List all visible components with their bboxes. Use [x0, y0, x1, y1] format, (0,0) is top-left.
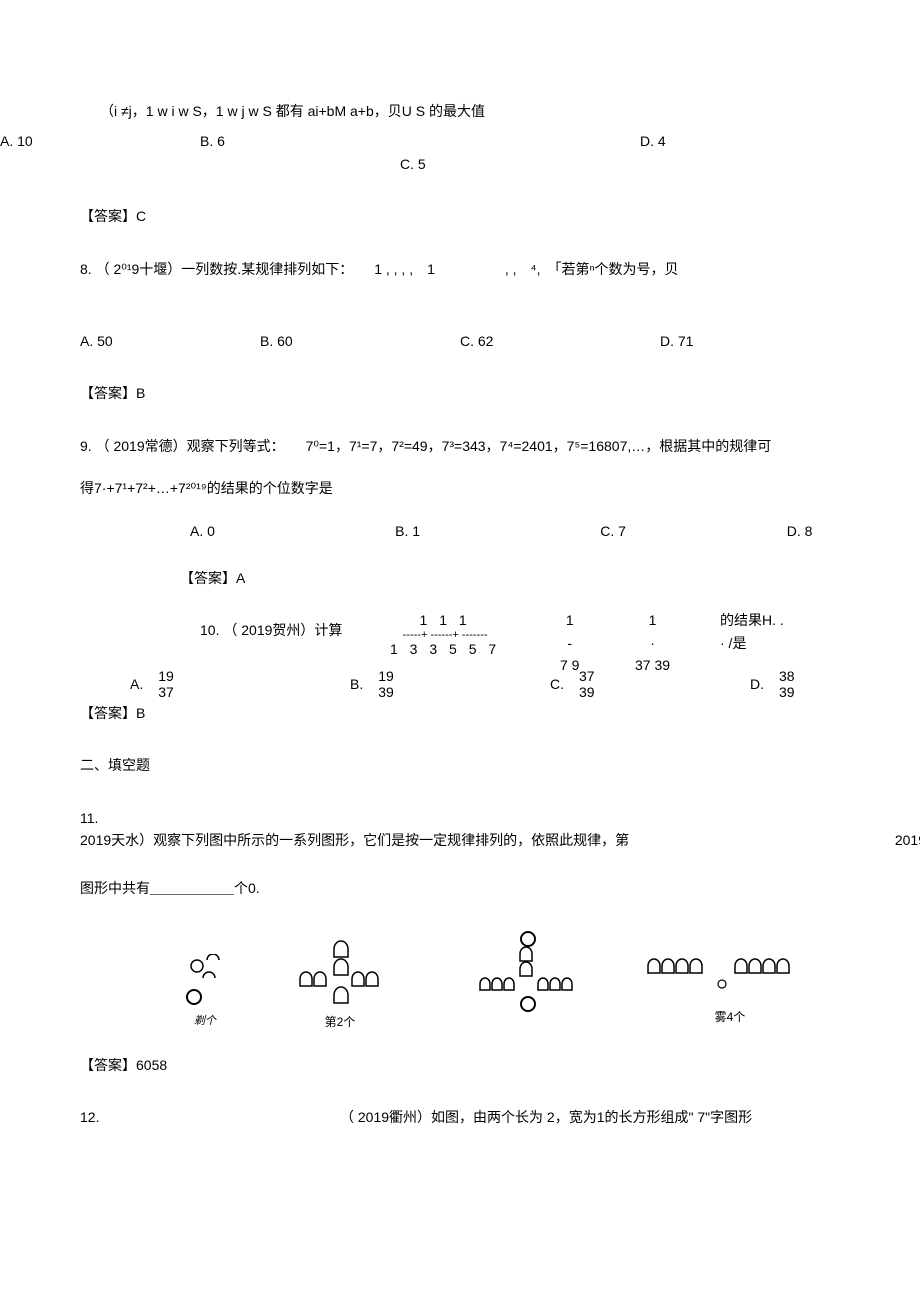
- q12-num: 12.: [80, 1106, 340, 1128]
- figure-3: [470, 929, 590, 1014]
- q10-f1-line: -----+ ------+ -------: [390, 632, 500, 638]
- q10-opt-b-letter: B.: [350, 673, 363, 695]
- q9-options: A. 0 B. 1 C. 7 D. 8: [190, 520, 880, 542]
- q7-opt-d: D. 4: [640, 130, 740, 152]
- q10-opt-d-bot: 39: [779, 684, 795, 700]
- q11-answer: 【答案】6058: [80, 1054, 880, 1076]
- q10-f3-top: 1: [635, 609, 670, 631]
- q8-opt-a: A. 50: [80, 330, 260, 352]
- q10-answer: 【答案】B: [80, 702, 880, 724]
- q9-opt-a: A. 0: [190, 520, 395, 542]
- q9-opt-b: B. 1: [395, 520, 600, 542]
- figure-4: 雾4个: [640, 954, 820, 1027]
- q10-opt-a-top: 19: [158, 668, 174, 684]
- q10-frac1: 1 1 1 -----+ ------+ ------- 1 3 3 5 5 7: [390, 609, 500, 660]
- q10-opt-d-letter: D.: [750, 673, 764, 695]
- q12-row: 12. （ 2019衢州）如图，由两个长为 2，宽为1的长方形组成" 7"字图形: [80, 1106, 880, 1128]
- q12-text: （ 2019衢州）如图，由两个长为 2，宽为1的长方形组成" 7"字图形: [340, 1106, 880, 1128]
- q8-options: A. 50 B. 60 C. 62 D. 71: [80, 330, 880, 352]
- q10-opt-a: A. 19 37: [130, 669, 350, 700]
- q11-row1: 11. （: [80, 807, 920, 829]
- q10-opt-d-top: 38: [779, 668, 795, 684]
- q10-opt-c-bot: 39: [579, 684, 595, 700]
- q10-opt-c-letter: C.: [550, 673, 564, 695]
- q10-f2-minus: -: [567, 635, 572, 651]
- q10-opt-a-letter: A.: [130, 673, 143, 695]
- q9-opt-d: D. 8: [787, 520, 880, 542]
- q10-res-top: 的结果H. .: [720, 609, 784, 631]
- q8-opt-b: B. 60: [260, 330, 460, 352]
- q10-opt-b-top: 19: [378, 668, 394, 684]
- q11-row2: 2019天水）观察下列图中所示的一系列图形，它们是按一定规律排列的，依照此规律，…: [80, 829, 920, 851]
- fig2-label: 第2个: [290, 1013, 390, 1032]
- q10-result: 的结果H. . · /是: [720, 609, 784, 654]
- fig2-svg: [290, 939, 390, 1009]
- q10-res-bot: · /是: [720, 632, 784, 654]
- q9-answer: 【答案】A: [180, 567, 880, 589]
- section2-header: 二、填空题: [80, 754, 880, 776]
- q10-opt-b-bot: 39: [378, 684, 394, 700]
- q11-blank: 图形中共有＿＿＿＿＿＿个0.: [80, 877, 880, 899]
- q10-f2-bot: 7 9: [560, 654, 579, 676]
- pattern-figures: 剃个 第2个: [80, 929, 880, 1029]
- q10-frac3: 1 · 37 39: [635, 609, 670, 676]
- q10-prefix: 10. （ 2019贺州）计算: [200, 619, 342, 641]
- q10-container: 10. （ 2019贺州）计算 1 1 1 -----+ ------+ ---…: [80, 609, 880, 669]
- q11-text: 2019天水）观察下列图中所示的一系列图形，它们是按一定规律排列的，依照此规律，…: [80, 829, 860, 851]
- q8-text: 8. （ 2⁰¹9十堰）一列数按.某规律排列如下： 1 , , , , 1 , …: [80, 258, 880, 280]
- q10-f3-minus: ·: [650, 635, 655, 651]
- q10-f2-top: 1: [560, 609, 579, 631]
- q11-tail: 2019个: [860, 829, 920, 851]
- fig4-label: 雾4个: [640, 1008, 820, 1027]
- q10-opt-c-top: 37: [579, 668, 595, 684]
- figure-1: 剃个: [180, 954, 230, 1031]
- fig4-svg: [640, 954, 820, 1004]
- q11-paren: （: [880, 807, 920, 829]
- fig3-svg: [470, 929, 590, 1014]
- q7-opt-c: C. 5: [400, 153, 880, 175]
- q10-frac2: 1 - 7 9: [560, 609, 579, 676]
- q10-opt-a-bot: 37: [158, 684, 174, 700]
- q10-opt-d: D. 38 39: [750, 669, 870, 700]
- q8-opt-d: D. 71: [660, 330, 810, 352]
- q10-f1-bot: 1 3 3 5 5 7: [390, 638, 500, 660]
- q11-num: 11.: [80, 807, 880, 829]
- q10-opt-b: B. 19 39: [350, 669, 550, 700]
- q7-opt-b: B. 6: [200, 130, 640, 152]
- q9-text2: 得7·+7¹+7²+…+7²⁰¹⁹的结果的个位数字是: [80, 477, 880, 499]
- figure-2: 第2个: [290, 939, 390, 1032]
- q7-opt-a: A. 10: [0, 130, 200, 152]
- q8-answer: 【答案】B: [80, 382, 880, 404]
- q9-text1: 9. （ 2019常德）观察下列等式： 7⁰=1，7¹=7，7²=49，7³=3…: [80, 435, 880, 457]
- q7-condition: （i ≠j，1 w i w S，1 w j w S 都有 ai+bM a+b，贝…: [100, 100, 880, 122]
- q7-options-row: A. 10 B. 6 D. 4: [40, 130, 880, 152]
- q9-opt-c: C. 7: [600, 520, 786, 542]
- q10-options: A. 19 37 B. 19 39 C. 37 39 D. 38 39: [40, 669, 880, 700]
- fig1-svg: [180, 954, 230, 1009]
- q7-answer: 【答案】C: [80, 205, 880, 227]
- fig1-label: 剃个: [180, 1013, 230, 1031]
- q10-f3-bot: 37 39: [635, 654, 670, 676]
- q8-opt-c: C. 62: [460, 330, 660, 352]
